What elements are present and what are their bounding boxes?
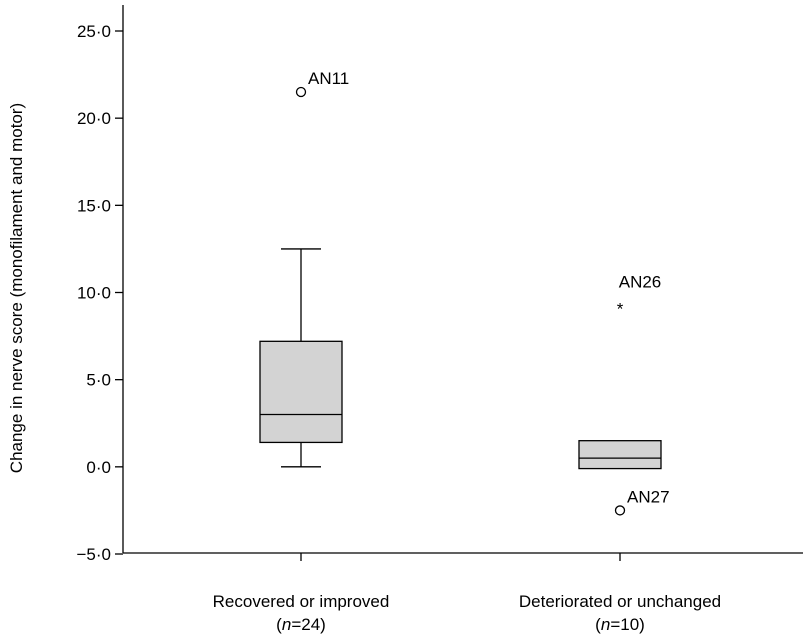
category-labels: Recovered or improved (n=24) Deteriorated … <box>213 592 721 634</box>
box-group: * AN26 AN27 <box>578 273 670 516</box>
outlier-star-marker: * <box>617 300 624 319</box>
y-axis-ticks: −5·0 0·0 5·0 10·0 15·0 20·0 25·0 <box>77 22 123 564</box>
y-tick-label: 25·0 <box>77 22 111 41</box>
y-tick-label: 0·0 <box>86 458 111 477</box>
iqr-box <box>578 440 662 470</box>
y-tick-label: 10·0 <box>77 284 111 303</box>
iqr-box <box>259 340 343 444</box>
box-group: AN11 <box>259 69 349 468</box>
y-tick-label: −5·0 <box>77 545 112 564</box>
category-n-label: (n=10) <box>595 615 645 634</box>
y-tick-label: 20·0 <box>77 109 111 128</box>
y-tick-label: 5·0 <box>86 371 111 390</box>
box-groups: AN11 * AN26 AN27 <box>259 69 670 516</box>
category-label: Deteriorated or unchanged <box>519 592 721 611</box>
category-label: Recovered or improved <box>213 592 390 611</box>
y-tick-label: 15·0 <box>77 196 111 215</box>
category-n-label: (n=24) <box>276 615 326 634</box>
outlier-circle-marker <box>295 86 307 98</box>
outlier-label: AN26 <box>619 273 662 292</box>
y-axis-title: Change in nerve score (monofilament and … <box>7 103 26 473</box>
outlier-circle-marker <box>614 505 626 516</box>
outlier-label: AN11 <box>308 69 349 88</box>
outlier-label: AN27 <box>627 487 670 506</box>
axes <box>122 5 803 561</box>
